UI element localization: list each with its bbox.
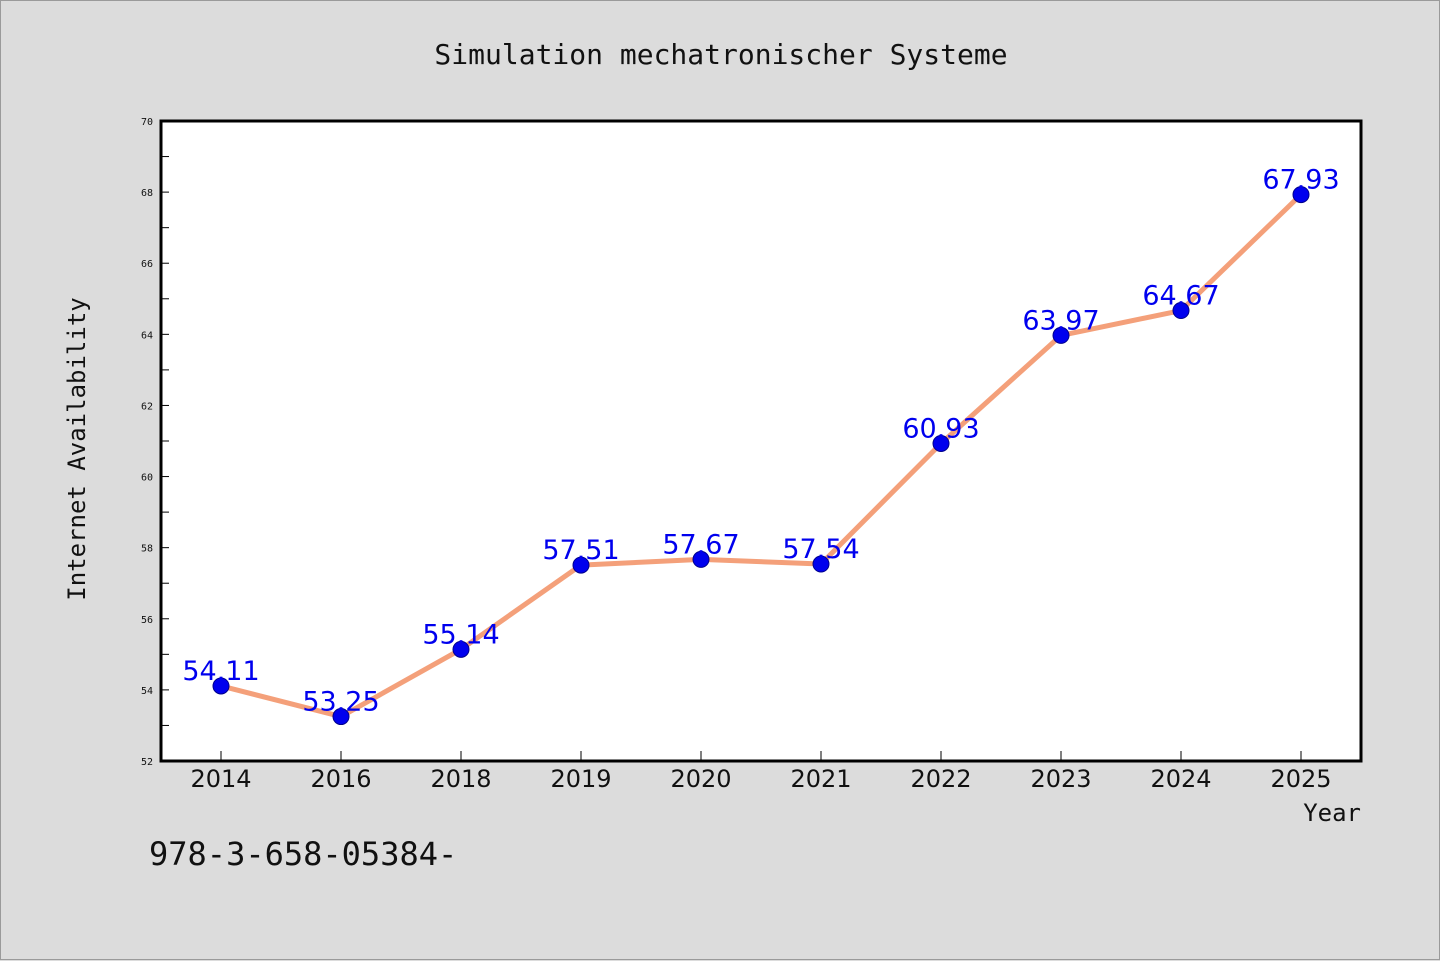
- y-tick-label: 64: [141, 330, 153, 341]
- data-label: 57.67: [662, 529, 739, 560]
- x-tick-label: 2019: [550, 765, 611, 793]
- y-tick-label: 66: [141, 259, 153, 270]
- y-tick-label: 62: [141, 401, 153, 412]
- data-label: 55.14: [422, 619, 499, 650]
- data-label: 57.51: [542, 535, 619, 566]
- data-point: [1052, 326, 1070, 344]
- data-labels: 54.11 53.25 55.14 57.51 57.67 57.54 60.93 63.97…: [182, 165, 1339, 718]
- x-tick-label: 2014: [190, 765, 251, 793]
- y-tick-label: 68: [141, 188, 153, 199]
- data-point: [932, 434, 950, 452]
- y-tick-label: 70: [141, 117, 153, 128]
- isbn-annotation: 978-3-658-05384-: [149, 835, 457, 873]
- x-tick-label: 2018: [430, 765, 491, 793]
- y-tick-label: 54: [141, 686, 153, 697]
- x-axis-label: Year: [1303, 799, 1361, 827]
- data-label: 53.25: [302, 687, 379, 718]
- x-tick-label: 2016: [310, 765, 371, 793]
- data-point: [452, 640, 470, 658]
- data-label: 63.97: [1022, 305, 1099, 336]
- data-label: 67.93: [1262, 165, 1339, 196]
- chart-title: Simulation mechatronischer Systeme: [434, 38, 1007, 71]
- x-tick-label: 2023: [1030, 765, 1091, 793]
- y-axis-label: Internet Availability: [63, 297, 91, 600]
- x-tick-label: 2024: [1150, 765, 1211, 793]
- data-point: [212, 677, 230, 695]
- data-label: 64.67: [1142, 281, 1219, 312]
- x-tick-label: 2020: [670, 765, 731, 793]
- data-point: [332, 708, 350, 726]
- y-tick-label: 52: [141, 757, 153, 768]
- data-points: [212, 186, 1310, 726]
- series-line: [220, 192, 1303, 720]
- x-tick-label: 2021: [790, 765, 851, 793]
- y-tick-label: 56: [141, 615, 153, 626]
- data-point: [1172, 302, 1190, 320]
- data-point: [572, 556, 590, 574]
- data-label: 60.93: [902, 413, 979, 444]
- y-tick-label: 60: [141, 473, 153, 484]
- data-point: [692, 550, 710, 568]
- x-tick-label: 2022: [910, 765, 971, 793]
- y-axis: 52 54 56 58 60 62 64 66 68 70: [141, 117, 169, 768]
- data-point: [1292, 186, 1310, 204]
- plot-area: [159, 119, 1363, 763]
- x-tick-label: 2025: [1270, 765, 1331, 793]
- data-label: 54.11: [182, 656, 259, 687]
- data-point: [812, 555, 830, 573]
- y-tick-label: 58: [141, 544, 153, 555]
- x-axis: 2014 2016 2018 2019 2020 2021 2022 2023 2024 2025: [190, 751, 1332, 793]
- data-label: 57.54: [782, 534, 859, 565]
